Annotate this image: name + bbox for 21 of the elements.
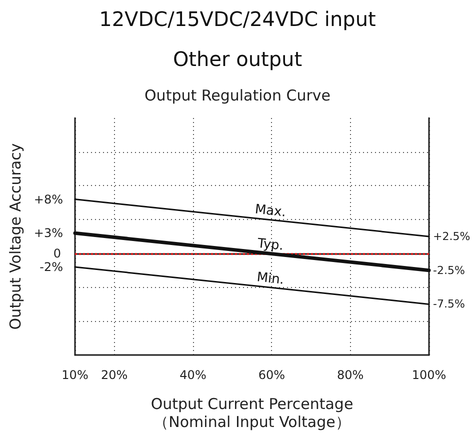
- x-axis-title: Output Current Percentage （Nominal Input Voltage）: [150, 395, 354, 431]
- text: Output Regulation Curve: [144, 86, 330, 104]
- chart-title: 12VDC/15VDC/24VDC input: [99, 7, 376, 31]
- text: Min.: [256, 270, 285, 288]
- ref-line-label: 0: [53, 246, 61, 260]
- x-tick-label: 10%: [62, 368, 88, 382]
- data-label: -7.5%: [433, 298, 465, 311]
- data-label: +3%: [34, 226, 63, 240]
- text: Max.: [254, 202, 287, 220]
- data-label: -2%: [40, 260, 63, 274]
- x-tick-label: 20%: [100, 368, 128, 382]
- y-axis-title: Output Voltage Accuracy: [6, 143, 24, 330]
- data-label: +2.5%: [433, 230, 470, 243]
- x-tick-label: 40%: [180, 368, 206, 382]
- x-tick-label: 100%: [412, 368, 446, 382]
- chart-subtitle: Other output: [172, 47, 302, 71]
- data-label: +8%: [34, 192, 63, 206]
- data-label: -2.5%: [433, 264, 465, 277]
- x-tick-label: 80%: [336, 368, 364, 382]
- text: Typ.: [256, 236, 284, 254]
- x-tick-label: 60%: [258, 368, 286, 382]
